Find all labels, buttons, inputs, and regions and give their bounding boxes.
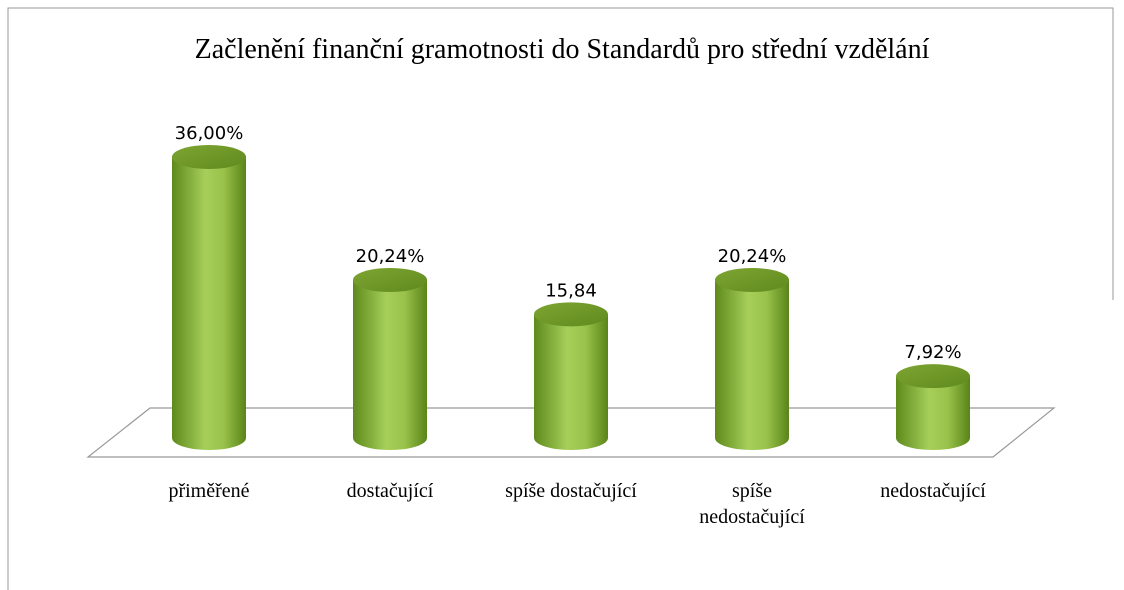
cylinder-top: [715, 268, 789, 293]
x-tick-label: spíše nedostačující: [699, 480, 805, 528]
cylinder-top: [534, 302, 608, 327]
cylinder: [353, 268, 427, 450]
cylinder-top: [896, 364, 970, 389]
frame: [7, 7, 1114, 590]
cylinder: [534, 302, 608, 450]
cylinder-body: [534, 314, 608, 450]
cylinder-body: [896, 376, 970, 450]
data-label: 15,84: [545, 280, 597, 301]
data-label: 20,24%: [718, 246, 787, 267]
cylinder-top: [353, 268, 427, 293]
cylinder: [896, 364, 970, 450]
cylinder-body: [172, 157, 246, 450]
cylinder: [172, 145, 246, 450]
cylinder: [715, 268, 789, 450]
x-tick-label: spíše dostačující: [505, 480, 637, 502]
data-label: 36,00%: [175, 123, 244, 144]
cylinder-top: [172, 145, 246, 169]
x-tick-label: dostačující: [346, 480, 434, 502]
cylinder-body: [353, 280, 427, 450]
x-tick-label: přiměřené: [168, 480, 250, 502]
cylinder-body: [715, 280, 789, 450]
chart-title: Začlenění finanční gramotnosti do Standa…: [195, 34, 930, 65]
data-label: 20,24%: [356, 246, 425, 267]
data-label: 7,92%: [904, 342, 961, 363]
x-tick-label: nedostačující: [880, 480, 986, 502]
